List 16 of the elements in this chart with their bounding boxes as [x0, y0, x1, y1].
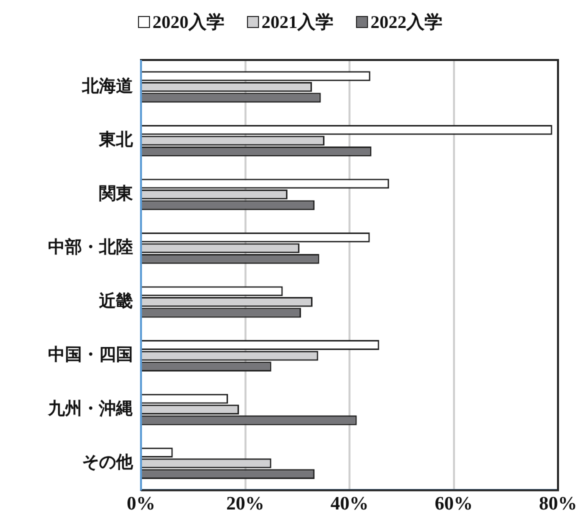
legend-label: 2021入学 [262, 11, 334, 34]
x-tick-label: 20% [226, 494, 264, 515]
x-tick-label: 0% [126, 494, 156, 515]
x-tick-label: 40% [330, 494, 368, 515]
x-tick-label: 60% [434, 494, 473, 515]
x-tick-label: 80% [539, 494, 577, 515]
y-tick-label: 近畿 [98, 291, 133, 312]
y-tick-label: 中国・四国 [48, 345, 133, 366]
y-tick-label: 関東 [99, 184, 134, 204]
y-tick-label: 北海道 [81, 76, 133, 96]
y-tick-label: 九州・沖縄 [47, 398, 133, 419]
legend-label: 2022入学 [370, 11, 442, 34]
y-tick-label: 中部・北陸 [48, 238, 133, 258]
y-tick-label: その他 [82, 452, 134, 473]
text: 2020入学 [152, 11, 224, 34]
y-tick-label: 東北 [98, 130, 134, 150]
